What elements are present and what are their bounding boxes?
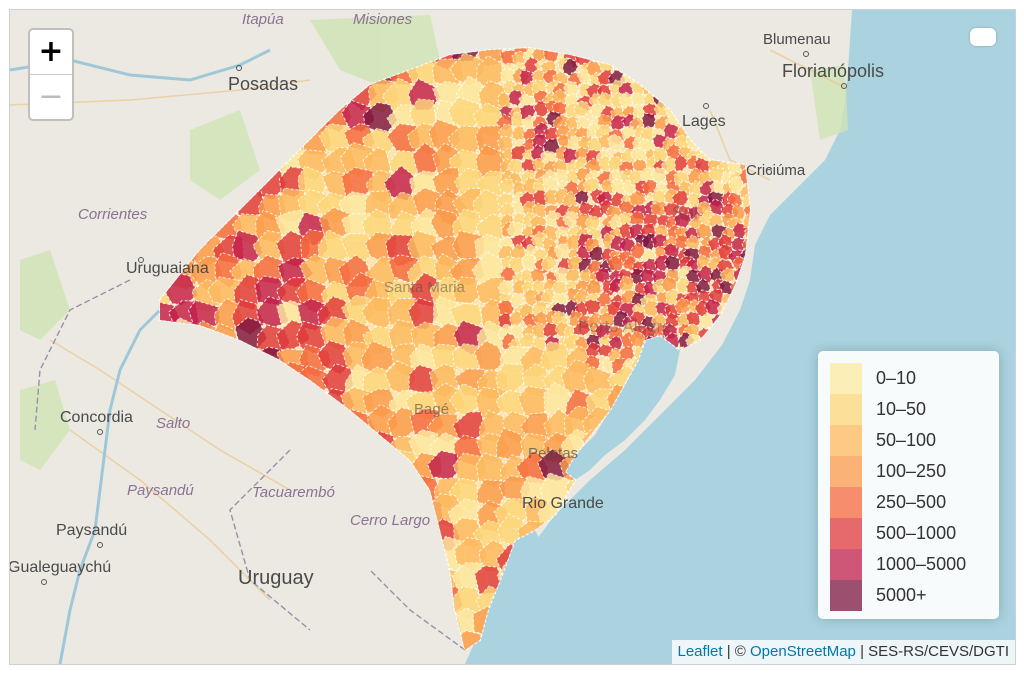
place-label: Gualeguaychú (10, 559, 111, 576)
zoom-out-button[interactable]: − (38, 79, 64, 114)
legend-label: 500–1000 (876, 523, 957, 543)
place-label: Uruguay (238, 567, 314, 589)
zoom-control: + − (28, 28, 74, 121)
legend-label: 10–50 (876, 399, 927, 419)
legend: 0–10 10–50 50–100 100–250 250–500 500–1000 100… (818, 351, 999, 619)
leaflet-link[interactable]: Leaflet (677, 643, 723, 660)
place-labels: Itapúa Misiones Posadas Corrientes Urugu… (10, 11, 884, 589)
legend-item: 0–10 (830, 363, 999, 394)
place-label: Corrientes (78, 206, 148, 223)
legend-swatch (830, 549, 862, 580)
place-label: Paysandú (56, 522, 127, 539)
place-label: Porto Alegre (578, 317, 672, 336)
mirim-lagoon (480, 530, 545, 650)
legend-label: 50–100 (876, 430, 937, 450)
legend-swatch (830, 518, 862, 549)
place-label: Paysandú (127, 482, 194, 499)
attribution-separator: | © (722, 643, 750, 660)
legend-swatch (830, 363, 862, 394)
place-label: Lages (682, 113, 726, 130)
legend-item: 250–500 (830, 487, 999, 518)
place-label: Concordia (60, 409, 133, 426)
place-label: Santa Maria (384, 279, 466, 296)
place-label: Salto (156, 415, 190, 432)
legend-item: 5000+ (830, 580, 999, 611)
place-label: Itapúa (242, 11, 284, 28)
place-label: Cerro Largo (350, 512, 430, 529)
legend-label: 250–500 (876, 492, 947, 512)
legend-label: 1000–5000 (876, 554, 967, 574)
legend-label: 5000+ (876, 585, 927, 605)
place-label: Rio Grande (522, 495, 604, 512)
place-label: Sul (672, 203, 698, 223)
place-label: Blumenau (763, 31, 831, 48)
place-label: Florianópolis (782, 61, 884, 81)
lagoon (565, 335, 680, 480)
place-label: Tacuarembó (252, 484, 335, 501)
city-dots (41, 51, 847, 585)
legend-swatch (830, 425, 862, 456)
legend-swatch (830, 580, 862, 611)
place-label: Misiones (353, 11, 413, 28)
data-source: SES-RS/CEVS/DGTI (868, 643, 1009, 660)
legend-swatch (830, 456, 862, 487)
info-control[interactable] (970, 28, 996, 46)
place-label: Bagé (414, 401, 449, 418)
map-container[interactable]: Itapúa Misiones Posadas Corrientes Urugu… (9, 9, 1016, 665)
legend-label: 100–250 (876, 461, 947, 481)
legend-swatch (830, 487, 862, 518)
zoom-in-button[interactable]: + (30, 30, 72, 75)
legend-item: 1000–5000 (830, 549, 999, 580)
legend-item: 100–250 (830, 456, 999, 487)
place-label: Posadas (228, 74, 298, 94)
legend-swatch (830, 394, 862, 425)
legend-item: 10–50 (830, 394, 999, 425)
borders (34, 279, 466, 651)
place-label: Criciúma (746, 162, 806, 179)
place-label: Pelotas (528, 445, 578, 462)
legend-item: 50–100 (830, 425, 999, 456)
openstreetmap-link[interactable]: OpenStreetMap (750, 643, 856, 660)
place-label: Uruguaiana (126, 260, 209, 277)
legend-item: 500–1000 (830, 518, 999, 549)
legend-label: 0–10 (876, 368, 917, 388)
attribution: Leaflet | © OpenStreetMap | SES-RS/CEVS/… (671, 640, 1015, 664)
attribution-separator: | (855, 643, 869, 660)
